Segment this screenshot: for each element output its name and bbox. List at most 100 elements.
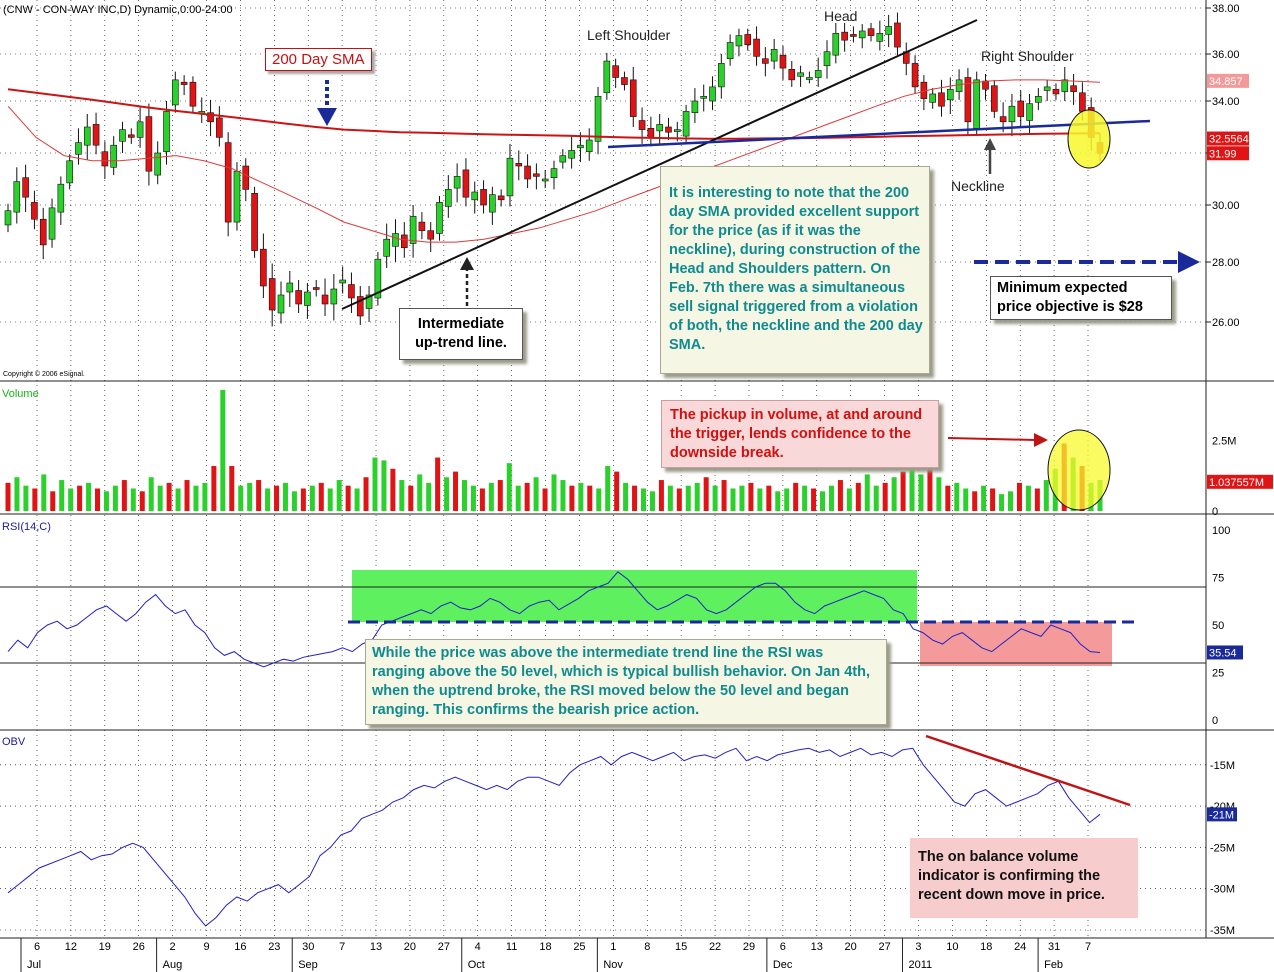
neckline-label-arrowhead xyxy=(984,138,996,150)
candle-body xyxy=(409,216,417,244)
candle-body xyxy=(436,202,443,234)
volume-bar xyxy=(282,482,288,511)
volume-bar xyxy=(649,491,655,511)
volume-bar xyxy=(524,482,530,511)
candle-body xyxy=(946,88,954,101)
right-shoulder-label: Right Shoulder xyxy=(981,48,1074,64)
x-day-label: 16 xyxy=(234,941,246,953)
x-day-label: 3 xyxy=(915,941,921,953)
x-month-label: Jul xyxy=(27,959,41,971)
candle-body xyxy=(1079,92,1086,112)
volume-bar xyxy=(5,482,11,511)
candle-body xyxy=(207,112,214,123)
x-day-label: 6 xyxy=(34,941,40,953)
obv-panel-title: OBV xyxy=(2,736,26,748)
volume-note: The pickup in volume, at and around the … xyxy=(661,400,939,468)
candle-body xyxy=(885,26,892,35)
volume-bar xyxy=(291,491,297,511)
candle-body xyxy=(251,193,258,251)
volume-bar xyxy=(542,488,548,511)
candle-body xyxy=(621,77,628,85)
x-day-label: 23 xyxy=(268,941,280,953)
volume-bar xyxy=(318,482,324,511)
volume-bar xyxy=(730,488,736,511)
x-day-label: 27 xyxy=(878,941,890,953)
volume-bar xyxy=(945,485,951,511)
x-month-label: Dec xyxy=(773,959,793,971)
volume-bar xyxy=(605,465,611,511)
candle-body xyxy=(1035,96,1042,103)
volume-bar xyxy=(748,482,754,511)
candle-body xyxy=(224,142,232,223)
volume-bar xyxy=(667,485,673,511)
chart-title: (CNW - CON-WAY INC,D) Dynamic,0:00-24:00 xyxy=(3,4,233,16)
volume-bar xyxy=(954,482,960,511)
volume-panel-title: Volume xyxy=(2,388,39,400)
volume-bar xyxy=(972,491,978,511)
candle-body xyxy=(894,22,901,48)
volume-bar xyxy=(68,488,74,511)
x-day-label: 2 xyxy=(170,941,176,953)
candle-body xyxy=(867,28,875,36)
volume-bar xyxy=(309,485,315,511)
price-value-tag xyxy=(1207,131,1249,146)
volume-note-arrowhead xyxy=(1034,433,1048,447)
candle-body xyxy=(524,165,531,180)
candle-body xyxy=(127,134,135,138)
candle-body xyxy=(295,290,302,305)
obv-value-tag-label: -21M xyxy=(1209,809,1234,821)
x-day-label: 7 xyxy=(1085,941,1091,953)
volume-bar xyxy=(641,488,647,511)
x-day-label: 11 xyxy=(506,941,517,953)
volume-value-tag-label: 1.037557M xyxy=(1209,477,1264,489)
candle-body xyxy=(603,60,611,94)
volume-value-tag xyxy=(1207,474,1273,489)
x-month-label: Aug xyxy=(163,959,183,971)
volume-bar xyxy=(990,488,996,511)
candle-body xyxy=(788,68,796,81)
candle-body xyxy=(339,279,346,284)
candle-body xyxy=(286,282,294,293)
volume-bar xyxy=(461,480,467,511)
obv-tick-label: -30M xyxy=(1210,884,1235,896)
volume-bar xyxy=(417,474,423,511)
price-value-tag-label: 34.857 xyxy=(1209,76,1243,88)
candle-body xyxy=(22,177,29,198)
obv-note: The on balance volume indicator is confi… xyxy=(910,838,1138,918)
volume-bar xyxy=(1016,482,1022,511)
volume-bar xyxy=(488,482,494,511)
candle-body xyxy=(480,189,487,206)
x-day-label: 20 xyxy=(845,941,857,953)
volume-bar xyxy=(327,488,333,511)
volume-bar xyxy=(274,485,280,511)
volume-bar xyxy=(130,488,136,511)
volume-bar xyxy=(793,482,799,511)
x-day-label: 10 xyxy=(946,941,958,953)
candle-body xyxy=(427,230,435,240)
candle-body xyxy=(39,218,47,246)
sma-label-box: 200 Day SMA xyxy=(265,48,372,71)
x-day-label: 19 xyxy=(99,941,111,953)
x-day-label: 22 xyxy=(709,941,721,953)
volume-bar xyxy=(121,480,127,511)
obv-trend-line xyxy=(925,734,1131,807)
candle-body xyxy=(136,121,144,138)
x-month-label: Feb xyxy=(1044,959,1063,971)
candle-body xyxy=(779,54,787,69)
candle-body xyxy=(612,65,619,78)
volume-bar xyxy=(1043,480,1049,511)
volume-bar xyxy=(354,488,360,511)
candle-body xyxy=(911,63,919,88)
rsi-tick-label: 0 xyxy=(1212,715,1218,727)
volume-bar xyxy=(891,477,897,511)
candle-body xyxy=(180,81,188,85)
volume-bar xyxy=(632,485,638,511)
x-day-label: 20 xyxy=(404,941,416,953)
candle-body xyxy=(638,120,646,130)
volume-bar xyxy=(578,482,584,511)
obv-line xyxy=(7,747,1101,927)
volume-bar xyxy=(372,457,378,511)
candle-body xyxy=(533,173,540,177)
volume-bar xyxy=(14,477,20,511)
candle-body xyxy=(462,169,470,198)
